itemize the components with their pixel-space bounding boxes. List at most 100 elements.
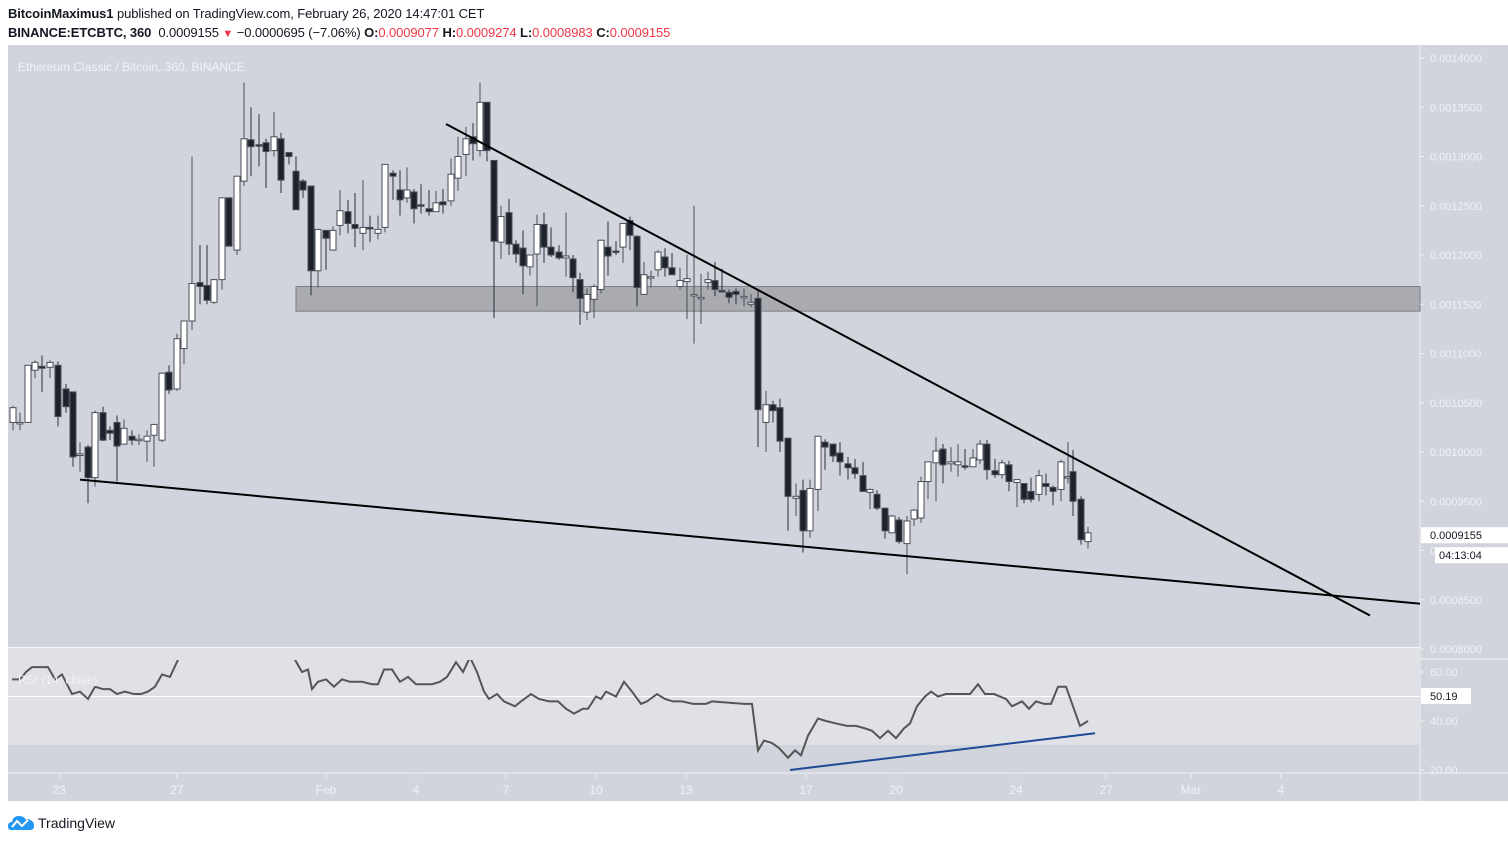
candle xyxy=(604,221,612,276)
descending-support-trendline[interactable] xyxy=(79,478,1421,605)
candle xyxy=(262,138,270,189)
price-tick-label: 0.0012000 xyxy=(1430,250,1482,262)
candle xyxy=(1084,526,1092,549)
price-tick-label: 0.0014000 xyxy=(1430,53,1482,65)
candle xyxy=(307,185,315,296)
candle xyxy=(196,245,204,305)
candle xyxy=(24,364,32,423)
candle xyxy=(1077,496,1085,545)
candle xyxy=(961,449,969,470)
candle xyxy=(540,212,548,263)
candle xyxy=(661,248,669,277)
price-tick-label: 0.0013500 xyxy=(1430,102,1482,114)
time-tick-label: 10 xyxy=(589,783,603,797)
candle xyxy=(690,205,698,344)
candle xyxy=(54,361,62,427)
candle xyxy=(447,158,455,206)
time-tick-label: 4 xyxy=(1278,783,1285,797)
candle xyxy=(888,515,896,534)
candle xyxy=(505,198,513,255)
last-price-tag xyxy=(1421,527,1508,544)
time-tick-label: 17 xyxy=(799,783,813,797)
price-tick-label: 0.0013000 xyxy=(1430,152,1482,164)
candle xyxy=(983,440,991,480)
candle xyxy=(873,490,881,511)
rsi-value-label: 50.19 xyxy=(1430,691,1458,703)
candle xyxy=(454,136,462,191)
candle xyxy=(285,152,293,165)
candle xyxy=(583,288,591,321)
tradingview-logo[interactable]: TradingView xyxy=(8,814,115,832)
rsi-line xyxy=(294,660,1089,760)
candle xyxy=(917,476,925,523)
candle xyxy=(704,271,712,290)
candle xyxy=(210,279,218,305)
candle xyxy=(969,449,977,468)
candle xyxy=(359,180,367,251)
chart-title: Ethereum Classic / Bitcoin, 360, BINANCE xyxy=(18,60,245,74)
candle xyxy=(120,419,128,445)
time-axis[interactable]: 23 27 Feb 4 7 10 13 17 20 24 27 Mar 4 xyxy=(52,774,1285,797)
price-tick-label: 0.0011000 xyxy=(1430,349,1481,361)
rsi-trendline[interactable] xyxy=(789,732,1096,771)
candle xyxy=(547,227,555,257)
candle xyxy=(844,456,852,480)
descending-resistance-trendline[interactable] xyxy=(445,123,1371,617)
candle xyxy=(597,239,605,294)
candle xyxy=(143,430,151,462)
candle xyxy=(932,437,940,502)
candle xyxy=(668,253,676,276)
candle xyxy=(329,226,337,251)
time-tick-label: 27 xyxy=(1099,783,1113,797)
candle xyxy=(410,189,418,224)
candle xyxy=(806,479,814,538)
candle xyxy=(829,443,837,462)
candle xyxy=(46,360,54,379)
candle xyxy=(924,461,932,500)
price-axis[interactable]: 0.0014000 0.0013500 0.0013000 0.0012500 0.00… xyxy=(1420,53,1508,777)
candle xyxy=(619,222,627,263)
candle xyxy=(38,355,46,392)
countdown-tag xyxy=(1435,547,1508,564)
support-zone[interactable] xyxy=(295,286,1421,312)
candle xyxy=(180,320,188,365)
candle xyxy=(769,400,777,423)
candle xyxy=(683,255,691,320)
time-tick-label: 13 xyxy=(679,783,693,797)
time-tick-label: Mar xyxy=(1181,783,1202,797)
candle xyxy=(1005,460,1013,492)
symbol-info: BINANCE:ETCBTC, 360 0.0009155 ▼ −0.00006… xyxy=(8,25,670,40)
price-pane[interactable] xyxy=(8,45,1508,801)
candle xyxy=(562,212,570,277)
candle xyxy=(247,107,255,177)
tradingview-cloud-icon xyxy=(8,816,34,830)
price-tick-label: 0.0008500 xyxy=(1430,595,1482,607)
candle xyxy=(776,398,784,452)
candle xyxy=(647,270,655,288)
candle xyxy=(344,199,352,234)
candle xyxy=(903,516,911,575)
author-name[interactable]: BitcoinMaximus1 xyxy=(8,6,114,21)
candle xyxy=(173,333,181,391)
candle xyxy=(106,426,114,441)
candle xyxy=(203,245,211,305)
candle xyxy=(792,483,800,517)
candle xyxy=(396,170,404,216)
candle xyxy=(1020,483,1028,504)
time-tick-label: 4 xyxy=(413,783,420,797)
candle xyxy=(374,215,382,240)
candle xyxy=(91,410,99,487)
candle xyxy=(836,442,844,476)
rsi-pane[interactable] xyxy=(8,647,1420,771)
candle xyxy=(497,205,505,259)
candle xyxy=(381,163,389,233)
candle xyxy=(483,101,491,162)
candle xyxy=(512,240,520,263)
close-label: C: xyxy=(596,25,610,40)
candle xyxy=(814,435,822,512)
candle xyxy=(1027,477,1035,503)
high-value: 0.0009274 xyxy=(455,25,517,40)
candle xyxy=(947,447,955,472)
candle xyxy=(299,179,307,198)
